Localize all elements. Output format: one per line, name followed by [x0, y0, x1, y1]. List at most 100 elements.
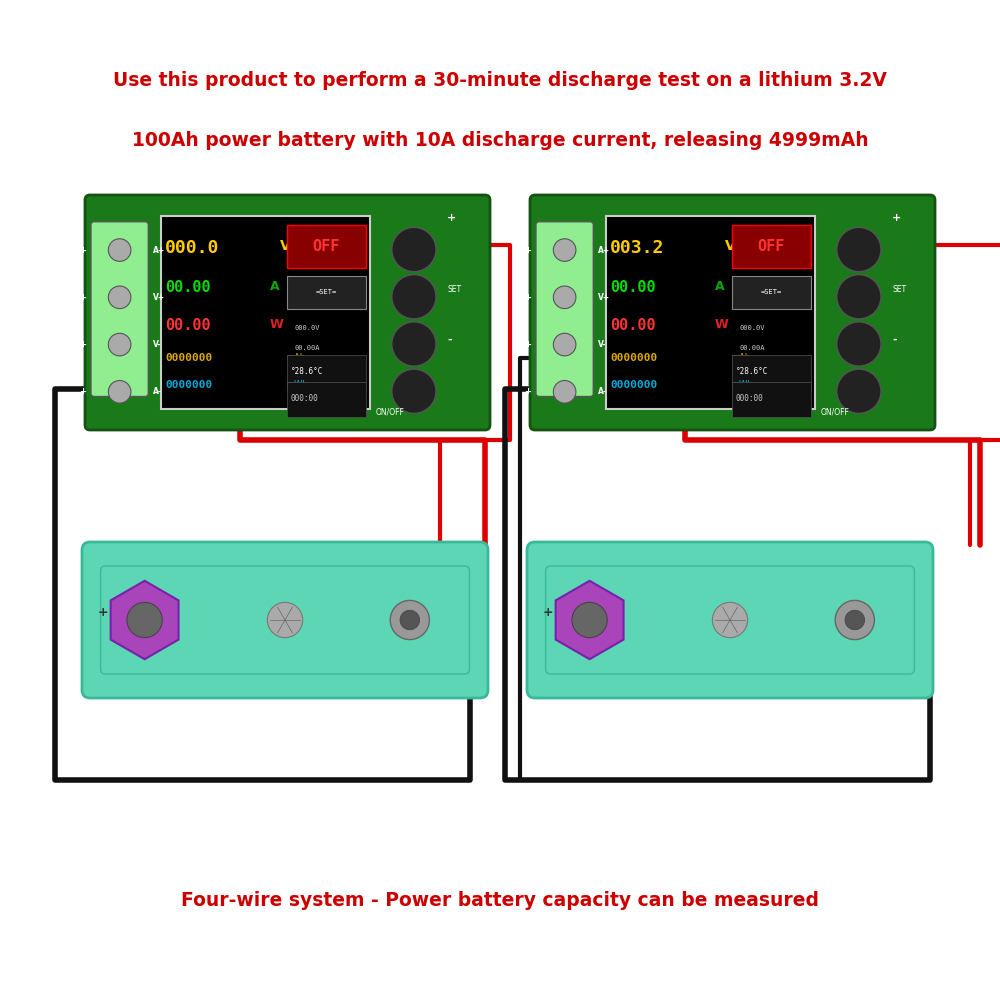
Text: +: +: [98, 606, 108, 619]
Text: °28.6°C: °28.6°C: [736, 367, 768, 376]
Text: mAh: mAh: [287, 353, 306, 362]
Circle shape: [572, 602, 607, 638]
Text: V: V: [725, 239, 736, 253]
Circle shape: [392, 322, 436, 366]
FancyBboxPatch shape: [606, 216, 815, 409]
Text: 0000000: 0000000: [610, 353, 658, 363]
Text: +: +: [79, 293, 86, 302]
FancyBboxPatch shape: [546, 566, 914, 674]
FancyBboxPatch shape: [101, 566, 469, 674]
Text: 000.0V: 000.0V: [295, 325, 320, 331]
Text: +: +: [543, 606, 553, 619]
Circle shape: [845, 610, 865, 630]
Text: mWh: mWh: [732, 380, 753, 389]
Circle shape: [127, 602, 162, 638]
Circle shape: [837, 275, 881, 319]
Text: 000.0V: 000.0V: [740, 325, 765, 331]
Text: ON/OFF: ON/OFF: [820, 407, 849, 416]
Circle shape: [267, 602, 303, 638]
Text: 00.00: 00.00: [610, 318, 656, 333]
Circle shape: [837, 369, 881, 413]
Text: +: +: [447, 213, 456, 223]
Text: V-: V-: [153, 340, 162, 349]
FancyBboxPatch shape: [91, 222, 148, 397]
FancyBboxPatch shape: [287, 225, 366, 268]
Text: 000:00: 000:00: [291, 394, 319, 403]
Text: A: A: [270, 280, 280, 293]
Circle shape: [553, 333, 576, 356]
Text: 100Ah power battery with 10A discharge current, releasing 4999mAh: 100Ah power battery with 10A discharge c…: [132, 130, 868, 149]
Circle shape: [835, 600, 874, 640]
Text: +: +: [524, 293, 531, 302]
Text: +: +: [892, 213, 901, 223]
Text: V+: V+: [598, 293, 610, 302]
Text: W: W: [715, 318, 729, 331]
Text: ON/OFF: ON/OFF: [375, 407, 404, 416]
Text: A: A: [715, 280, 725, 293]
Text: °28.6°C: °28.6°C: [291, 367, 323, 376]
Circle shape: [108, 239, 131, 261]
Circle shape: [108, 333, 131, 356]
FancyBboxPatch shape: [85, 195, 490, 430]
Text: W: W: [270, 318, 284, 331]
Text: mAh: mAh: [732, 353, 751, 362]
Circle shape: [553, 286, 576, 309]
Circle shape: [392, 227, 436, 272]
Text: A-: A-: [598, 387, 607, 396]
Text: SET: SET: [892, 286, 906, 294]
Text: Use this product to perform a 30-minute discharge test on a lithium 3.2V: Use this product to perform a 30-minute …: [113, 70, 887, 90]
FancyBboxPatch shape: [530, 195, 935, 430]
Text: 00.00: 00.00: [165, 280, 211, 295]
Text: 00.00: 00.00: [165, 318, 211, 333]
Text: V-: V-: [598, 340, 607, 349]
Text: -: -: [892, 334, 897, 344]
Circle shape: [390, 600, 429, 640]
Text: 0000000: 0000000: [165, 380, 213, 390]
Text: +: +: [524, 387, 531, 396]
Text: A+: A+: [598, 246, 610, 255]
Text: +: +: [79, 387, 86, 396]
Circle shape: [392, 369, 436, 413]
Text: V: V: [280, 239, 291, 253]
Text: mWh: mWh: [287, 380, 308, 389]
FancyBboxPatch shape: [527, 542, 933, 698]
Text: 0000000: 0000000: [165, 353, 213, 363]
Text: +: +: [524, 246, 531, 255]
Text: 00.00A: 00.00A: [740, 345, 765, 351]
Circle shape: [837, 322, 881, 366]
Polygon shape: [556, 581, 624, 659]
FancyBboxPatch shape: [732, 225, 811, 268]
Text: 00.00: 00.00: [610, 280, 656, 295]
FancyBboxPatch shape: [732, 276, 811, 309]
Text: 000:00: 000:00: [736, 394, 764, 403]
Circle shape: [837, 227, 881, 272]
Text: V+: V+: [153, 293, 165, 302]
FancyBboxPatch shape: [287, 276, 366, 309]
Circle shape: [108, 286, 131, 309]
Text: +: +: [79, 340, 86, 349]
FancyBboxPatch shape: [82, 542, 488, 698]
Text: A+: A+: [153, 246, 165, 255]
Text: OFF: OFF: [313, 239, 340, 254]
Circle shape: [712, 602, 748, 638]
Text: 000.0: 000.0: [165, 239, 220, 257]
FancyBboxPatch shape: [732, 382, 811, 417]
Text: Four-wire system - Power battery capacity can be measured: Four-wire system - Power battery capacit…: [181, 890, 819, 910]
Text: OFF: OFF: [758, 239, 785, 254]
Circle shape: [400, 610, 420, 630]
Text: 003.2: 003.2: [610, 239, 665, 257]
Circle shape: [553, 381, 576, 403]
Text: +: +: [79, 246, 86, 255]
Text: 0000000: 0000000: [610, 380, 658, 390]
Circle shape: [108, 381, 131, 403]
Text: SET: SET: [447, 286, 461, 294]
Text: =SET=: =SET=: [761, 289, 782, 295]
Text: +: +: [524, 340, 531, 349]
Text: =SET=: =SET=: [316, 289, 337, 295]
Circle shape: [392, 275, 436, 319]
Text: 00.00A: 00.00A: [295, 345, 320, 351]
FancyBboxPatch shape: [732, 355, 811, 390]
Text: -: -: [447, 334, 452, 344]
FancyBboxPatch shape: [536, 222, 593, 397]
FancyBboxPatch shape: [287, 382, 366, 417]
